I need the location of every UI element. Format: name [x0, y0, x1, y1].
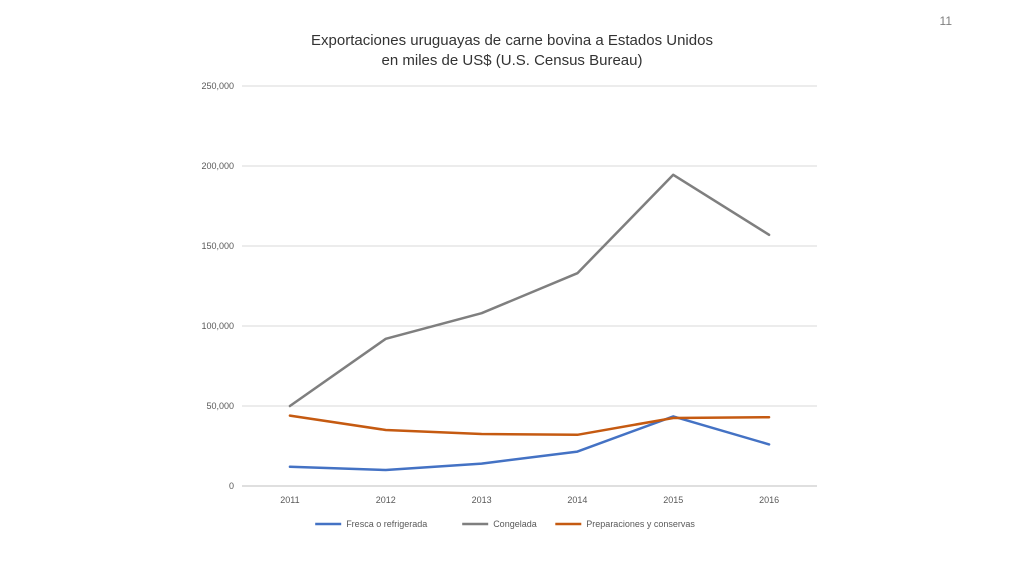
x-tick-label: 2014 — [567, 495, 587, 505]
x-tick-label: 2013 — [472, 495, 492, 505]
x-tick-label: 2011 — [280, 495, 299, 505]
series-1 — [288, 415, 771, 472]
series-lines — [288, 173, 771, 472]
y-tick-label: 250,000 — [201, 81, 234, 91]
x-tick-label: 2015 — [663, 495, 683, 505]
x-tick-label: 2012 — [376, 495, 396, 505]
legend: Fresca o refrigerada Congelada Preparacion… — [315, 519, 695, 529]
legend-item: Fresca o refrigerada — [315, 519, 427, 529]
legend-item: Preparaciones y conservas — [555, 519, 695, 529]
series-line — [288, 173, 771, 408]
series-line — [288, 414, 771, 437]
y-axis-tick-labels: 0 50,000 100,000 150,000 200,000 250,000 — [201, 81, 234, 491]
series-3 — [288, 414, 771, 437]
y-tick-label: 100,000 — [201, 321, 234, 331]
chart-title: Exportaciones uruguayas de carne bovina … — [0, 31, 1024, 71]
y-tick-label: 150,000 — [201, 241, 234, 251]
legend-label: Preparaciones y conservas — [586, 519, 695, 529]
series-line — [288, 415, 771, 472]
legend-label: Fresca o refrigerada — [346, 519, 427, 529]
series-2 — [288, 173, 771, 408]
y-tick-label: 50,000 — [206, 401, 234, 411]
chart-title-line-1: Exportaciones uruguayas de carne bovina … — [311, 32, 713, 49]
y-tick-label: 200,000 — [201, 161, 234, 171]
legend-label: Congelada — [493, 519, 537, 529]
legend-item: Congelada — [462, 519, 537, 529]
y-tick-label: 0 — [229, 481, 234, 491]
x-axis-tick-labels: 2011 2012 2013 2014 2015 2016 — [280, 495, 779, 505]
x-tick-label: 2016 — [759, 495, 779, 505]
page-number: 11 — [939, 14, 952, 28]
gridlines — [242, 85, 817, 407]
chart-title-line-2: en miles de US$ (U.S. Census Bureau) — [381, 52, 643, 69]
